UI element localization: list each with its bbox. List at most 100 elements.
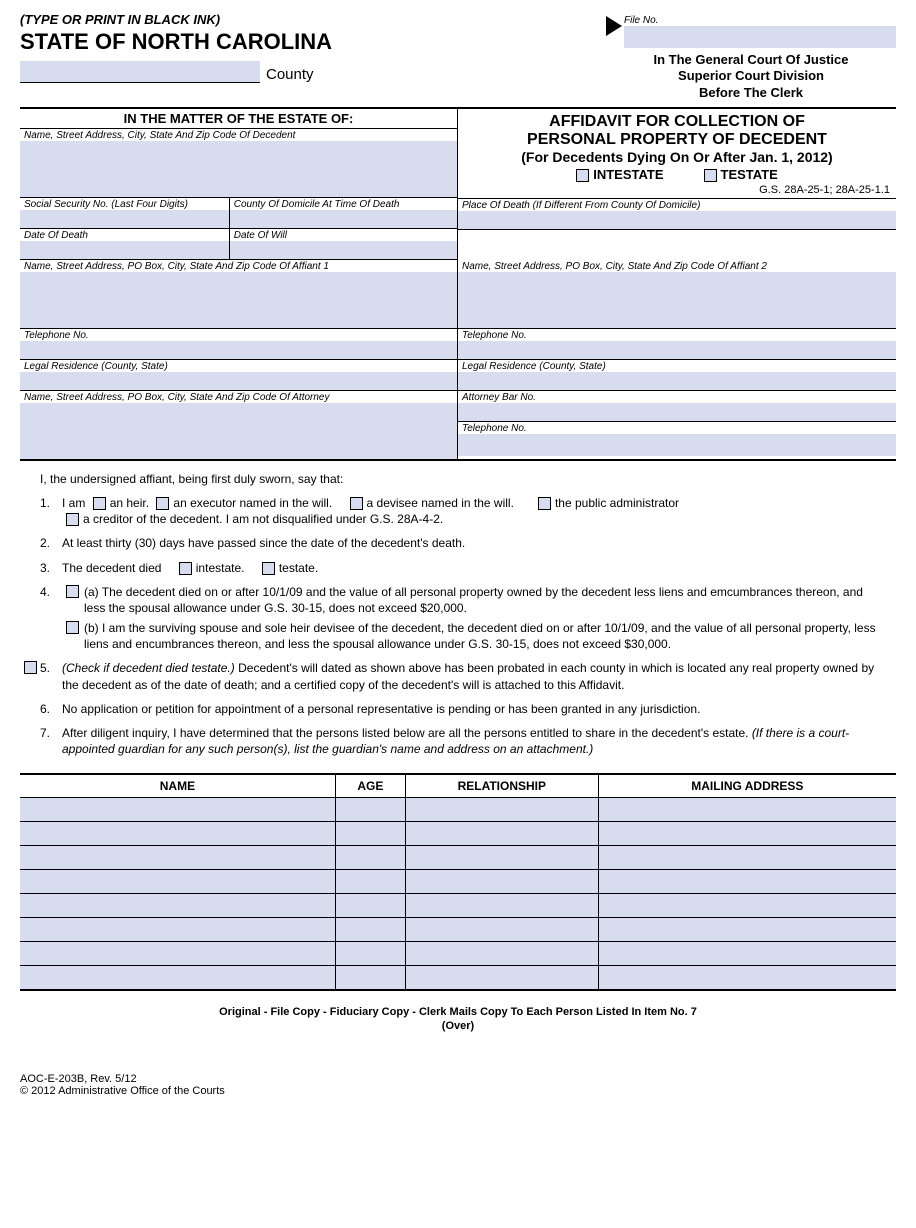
table-cell[interactable] (335, 822, 405, 846)
table-cell[interactable] (335, 894, 405, 918)
table-cell[interactable] (20, 942, 335, 966)
atty-input[interactable] (20, 403, 457, 459)
table-row (20, 822, 896, 846)
main-form: IN THE MATTER OF THE ESTATE OF: Name, St… (20, 107, 896, 461)
domicile-label: County Of Domicile At Time Of Death (230, 198, 457, 210)
table-cell[interactable] (20, 918, 335, 942)
item-2: 2.At least thirty (30) days have passed … (40, 535, 876, 551)
dod-label: Date Of Death (20, 229, 229, 241)
header-left: (TYPE OR PRINT IN BLACK INK) STATE OF NO… (20, 12, 606, 83)
table-cell[interactable] (598, 846, 896, 870)
testate-checkbox[interactable] (704, 169, 717, 182)
matter-heading: IN THE MATTER OF THE ESTATE OF: (20, 109, 457, 129)
table-cell[interactable] (335, 870, 405, 894)
table-cell[interactable] (335, 966, 405, 990)
tel1-input[interactable] (20, 341, 457, 359)
table-cell[interactable] (405, 846, 598, 870)
table-cell[interactable] (20, 894, 335, 918)
triangle-icon (606, 16, 622, 36)
table-cell[interactable] (598, 966, 896, 990)
table-cell[interactable] (598, 894, 896, 918)
item-6: 6.No application or petition for appoint… (40, 701, 876, 717)
table-cell[interactable] (20, 966, 335, 990)
table-cell[interactable] (20, 870, 335, 894)
court-line-2: Superior Court Division (606, 68, 896, 84)
tel1-label: Telephone No. (20, 329, 457, 341)
executor-checkbox[interactable] (156, 497, 169, 510)
col-age: AGE (335, 774, 405, 798)
affirmations: I, the undersigned affiant, being first … (20, 461, 896, 774)
table-cell[interactable] (405, 966, 598, 990)
table-cell[interactable] (20, 798, 335, 822)
table-cell[interactable] (598, 918, 896, 942)
state-title: STATE OF NORTH CAROLINA (20, 29, 606, 55)
heir-checkbox[interactable] (93, 497, 106, 510)
table-cell[interactable] (405, 918, 598, 942)
died-intestate-checkbox[interactable] (179, 562, 192, 575)
dow-input[interactable] (230, 241, 457, 259)
atty-bar-input[interactable] (458, 403, 896, 421)
table-row (20, 846, 896, 870)
tel2-label: Telephone No. (458, 329, 896, 341)
col-relationship: RELATIONSHIP (405, 774, 598, 798)
item4a-checkbox[interactable] (66, 585, 79, 598)
table-cell[interactable] (405, 942, 598, 966)
title-line-1: AFFIDAVIT FOR COLLECTION OF (464, 113, 890, 131)
tel2-input[interactable] (458, 341, 896, 359)
table-cell[interactable] (598, 822, 896, 846)
domicile-input[interactable] (230, 210, 457, 228)
item-5: 5. (Check if decedent died testate.) Dec… (40, 660, 876, 692)
item4b-checkbox[interactable] (66, 621, 79, 634)
county-row: County (20, 61, 606, 83)
table-cell[interactable] (598, 942, 896, 966)
decedent-input[interactable] (20, 141, 457, 197)
intro-text: I, the undersigned affiant, being first … (40, 471, 876, 487)
table-cell[interactable] (405, 798, 598, 822)
intestate-label: INTESTATE (593, 167, 663, 182)
atty-tel-input[interactable] (458, 434, 896, 456)
gs-reference: G.S. 28A-25-1; 28A-25-1.1 (458, 184, 896, 198)
publicadmin-checkbox[interactable] (538, 497, 551, 510)
item-7: 7.After diligent inquiry, I have determi… (40, 725, 876, 757)
table-cell[interactable] (335, 846, 405, 870)
affidavit-title: AFFIDAVIT FOR COLLECTION OF PERSONAL PRO… (458, 109, 896, 184)
affiant1-input[interactable] (20, 272, 457, 328)
persons-table: NAME AGE RELATIONSHIP MAILING ADDRESS (20, 773, 896, 991)
died-testate-checkbox[interactable] (262, 562, 275, 575)
affiant2-input[interactable] (458, 272, 896, 328)
table-cell[interactable] (405, 894, 598, 918)
form-id: AOC-E-203B, Rev. 5/12 © 2012 Administrat… (20, 1073, 896, 1097)
court-line-3: Before The Clerk (606, 85, 896, 101)
table-cell[interactable] (405, 822, 598, 846)
item5-checkbox[interactable] (24, 661, 37, 674)
ink-note: (TYPE OR PRINT IN BLACK INK) (20, 12, 606, 27)
intestate-checkbox[interactable] (576, 169, 589, 182)
ssn-input[interactable] (20, 210, 229, 228)
dod-input[interactable] (20, 241, 229, 259)
legres1-input[interactable] (20, 372, 457, 390)
file-no-input[interactable] (624, 26, 896, 48)
table-cell[interactable] (20, 846, 335, 870)
item-3: 3. The decedent died intestate. testate. (40, 560, 876, 576)
atty-label: Name, Street Address, PO Box, City, Stat… (20, 391, 457, 403)
table-cell[interactable] (598, 798, 896, 822)
ssn-label: Social Security No. (Last Four Digits) (20, 198, 229, 210)
col-mailing: MAILING ADDRESS (598, 774, 896, 798)
table-cell[interactable] (335, 918, 405, 942)
pod-input[interactable] (458, 211, 896, 229)
county-input[interactable] (20, 61, 260, 83)
table-cell[interactable] (335, 798, 405, 822)
legres2-label: Legal Residence (County, State) (458, 360, 896, 372)
creditor-checkbox[interactable] (66, 513, 79, 526)
table-cell[interactable] (405, 870, 598, 894)
table-cell[interactable] (20, 822, 335, 846)
county-label: County (266, 66, 314, 83)
file-no-label: File No. (624, 15, 658, 26)
table-cell[interactable] (598, 870, 896, 894)
legres2-input[interactable] (458, 372, 896, 390)
atty-tel-label: Telephone No. (458, 422, 896, 434)
devisee-checkbox[interactable] (350, 497, 363, 510)
table-row (20, 966, 896, 990)
testate-label: TESTATE (721, 167, 778, 182)
table-cell[interactable] (335, 942, 405, 966)
